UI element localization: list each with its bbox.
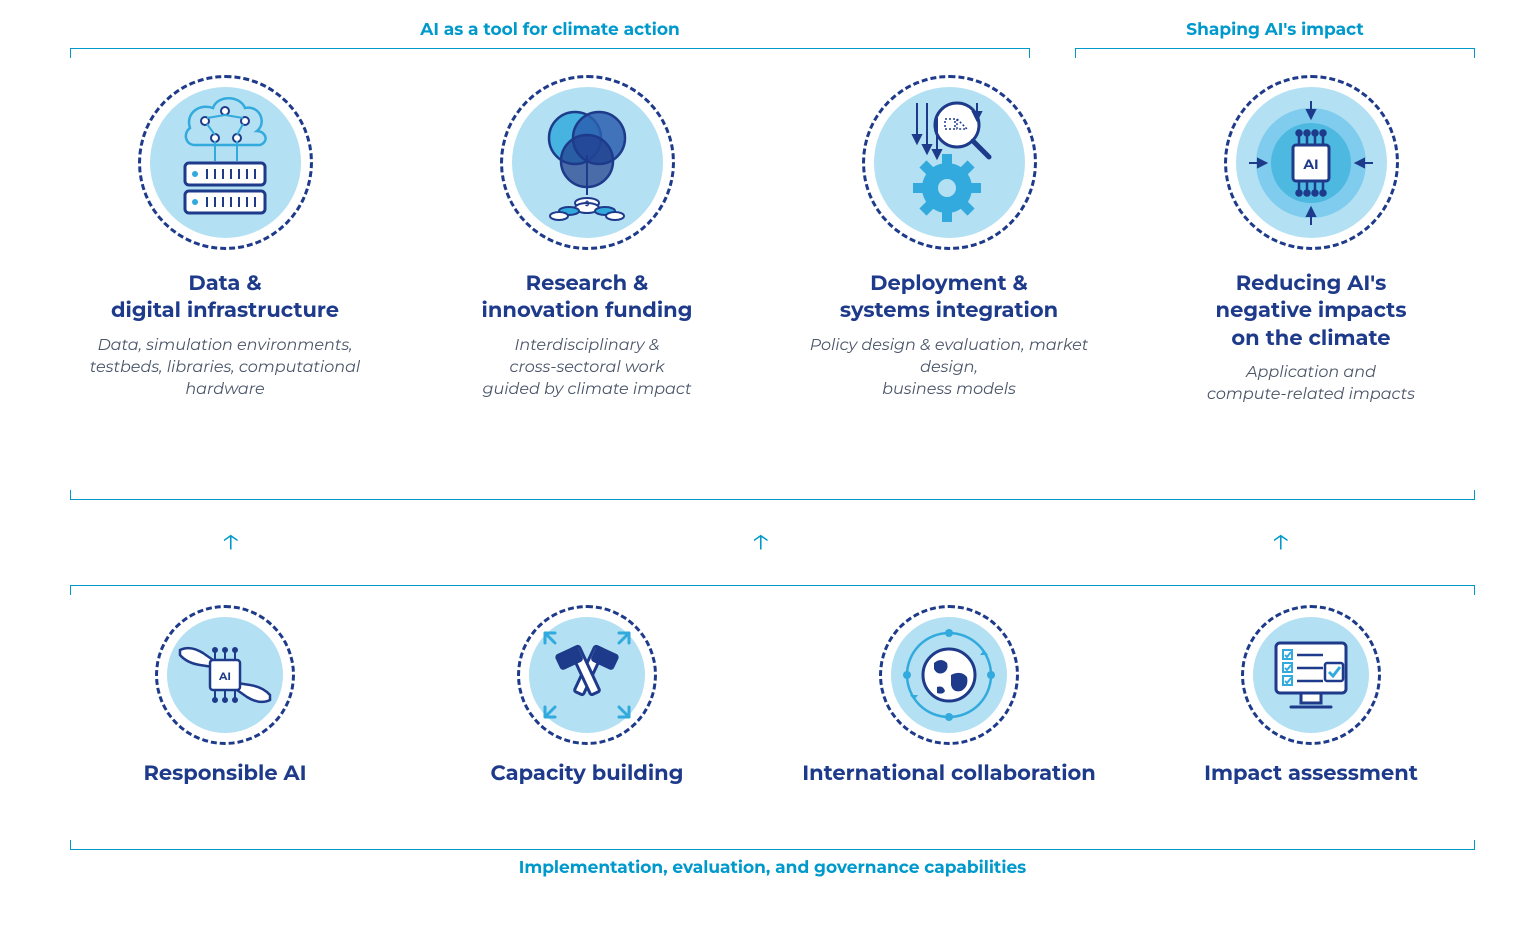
card-title: Reducing AI's negative impacts on the cl… — [1146, 270, 1476, 352]
section-label-shaping: Shaping AI's impact — [1075, 20, 1475, 40]
bracket-shaping — [1075, 48, 1475, 58]
card-title: Research & innovation funding — [422, 270, 752, 325]
servers-cloud-icon — [145, 83, 305, 243]
arrow-up-1: ↑ — [220, 518, 242, 562]
icon-international — [879, 605, 1019, 745]
bracket-row2-top — [70, 585, 1475, 595]
card-reducing: AI — [1146, 75, 1476, 407]
card-data-infra: Data & digital infrastructure Data, simu… — [60, 75, 390, 407]
card-subtitle: Interdisciplinary & cross-sectoral work … — [422, 335, 752, 402]
card-international: International collaboration — [784, 605, 1114, 787]
bottom-row: AI Responsible AI — [60, 605, 1476, 787]
svg-text:$: $ — [585, 199, 590, 208]
card-deployment: Deployment & systems integration Policy … — [784, 75, 1114, 407]
card-subtitle: Policy design & evaluation, market desig… — [784, 335, 1114, 402]
icon-impact — [1241, 605, 1381, 745]
hammers-expand-icon — [527, 615, 647, 735]
bracket-bottom — [70, 840, 1475, 850]
card-responsible: AI Responsible AI — [60, 605, 390, 787]
card-research: $ Research & innovation funding Interdis… — [422, 75, 752, 407]
svg-text:AI: AI — [1302, 155, 1318, 173]
icon-deployment — [862, 75, 1037, 250]
card-impact: Impact assessment — [1146, 605, 1476, 787]
section-label-tool: AI as a tool for climate action — [70, 20, 1030, 40]
svg-text:AI: AI — [218, 669, 231, 683]
arrow-up-3: ↑ — [1270, 518, 1292, 562]
card-subtitle: Application and compute-related impacts — [1146, 362, 1476, 407]
venn-coins-icon: $ — [507, 83, 667, 243]
card-title: Data & digital infrastructure — [60, 270, 390, 325]
icon-capacity — [517, 605, 657, 745]
section-label-bottom: Implementation, evaluation, and governan… — [70, 858, 1475, 878]
card-capacity: Capacity building — [422, 605, 752, 787]
globe-orbit-icon — [889, 615, 1009, 735]
card-title: Responsible AI — [60, 760, 390, 787]
card-title: International collaboration — [784, 760, 1114, 787]
gear-magnifier-icon — [869, 83, 1029, 243]
card-subtitle: Data, simulation environments, testbeds,… — [60, 335, 390, 402]
card-title: Impact assessment — [1146, 760, 1476, 787]
bracket-row1-bottom — [70, 490, 1475, 500]
card-title: Deployment & systems integration — [784, 270, 1114, 325]
icon-research: $ — [500, 75, 675, 250]
card-title: Capacity building — [422, 760, 752, 787]
top-row: Data & digital infrastructure Data, simu… — [60, 75, 1476, 407]
icon-responsible: AI — [155, 605, 295, 745]
monitor-check-icon — [1251, 615, 1371, 735]
chip-target-icon: AI — [1231, 83, 1391, 243]
arrow-up-2: ↑ — [750, 518, 772, 562]
icon-data-infra — [138, 75, 313, 250]
bracket-tool — [70, 48, 1030, 58]
icon-reducing: AI — [1224, 75, 1399, 250]
hands-chip-icon: AI — [165, 615, 285, 735]
